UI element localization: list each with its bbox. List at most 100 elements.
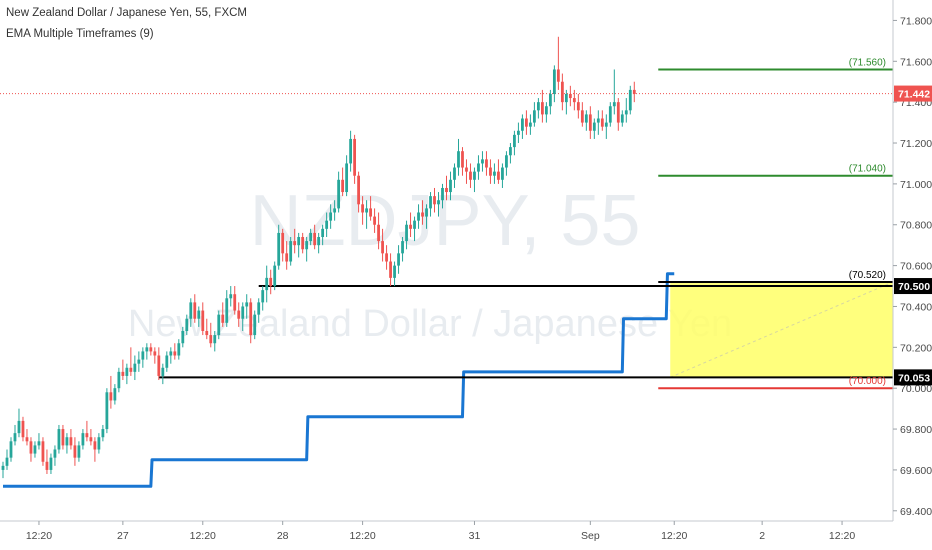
time-axis-background	[0, 521, 932, 550]
candle-body	[129, 367, 133, 372]
candle-body	[309, 232, 313, 242]
candle-body	[317, 237, 321, 246]
candle-body	[181, 330, 185, 344]
last-price-badge-label: 71.442	[898, 89, 930, 101]
candle-body	[620, 114, 624, 123]
time-tick-label: 12:20	[829, 530, 855, 542]
candle-body	[301, 237, 305, 250]
candle-body	[341, 179, 345, 193]
candle-body	[249, 302, 253, 336]
candle-body	[325, 220, 329, 229]
candle-body	[568, 93, 572, 99]
candle-body	[429, 196, 432, 209]
candle-body	[521, 118, 524, 131]
candle-body	[85, 433, 89, 438]
level-resistance-badge	[894, 278, 932, 295]
candle-body	[616, 102, 620, 123]
candle-body	[13, 433, 17, 442]
watermark: NZDJPY, 55 New Zealand Dollar / Japanese …	[128, 181, 732, 345]
candle-body	[576, 102, 580, 111]
candle-body	[261, 290, 265, 303]
candle-body	[385, 253, 388, 262]
candle-body	[157, 355, 161, 376]
candle-body	[389, 261, 392, 278]
candle-body	[365, 208, 368, 213]
candle-body	[373, 216, 376, 225]
candle-body	[125, 367, 129, 376]
candles	[1, 36, 636, 479]
candle-body	[9, 441, 13, 458]
candle-body	[73, 445, 77, 458]
candle-body	[381, 241, 384, 254]
candle-body	[469, 171, 472, 180]
candle-body	[141, 351, 145, 360]
candle-body	[357, 175, 360, 205]
candle-body	[505, 155, 508, 168]
price-tick-label: 70.200	[900, 342, 932, 354]
candle-body	[113, 388, 117, 401]
candle-body	[269, 277, 273, 287]
candle-body	[161, 367, 165, 376]
price-tick-label: 70.800	[900, 220, 932, 232]
time-tick-label: 28	[277, 530, 289, 542]
candle-body	[604, 122, 608, 127]
candle-body	[185, 318, 189, 331]
price-tick-label: 69.800	[900, 424, 932, 436]
time-tick-label: 12:20	[190, 530, 216, 542]
candle-body	[305, 241, 309, 250]
candle-body	[517, 130, 520, 135]
candle-body	[361, 204, 364, 213]
candle-body	[465, 167, 468, 172]
price-tick-label: 71.200	[900, 138, 932, 150]
price-tick-label: 71.600	[900, 56, 932, 68]
level-label-entry: (70.520)	[849, 270, 886, 281]
candle-body	[513, 134, 516, 148]
candle-body	[21, 420, 25, 438]
candle-body	[233, 294, 237, 311]
candle-body	[540, 102, 544, 115]
candle-body	[501, 167, 504, 180]
level-resistance-badge-label: 70.500	[898, 281, 930, 293]
candle-body	[564, 93, 568, 103]
candle-body	[473, 171, 476, 180]
candle-body	[477, 163, 480, 172]
candle-body	[189, 302, 193, 319]
candle-body	[109, 392, 113, 401]
candle-body	[25, 437, 29, 442]
candle-body	[493, 171, 496, 176]
candle-body	[277, 232, 281, 266]
price-tick-label: 71.000	[900, 179, 932, 191]
candle-body	[612, 102, 616, 107]
candle-body	[401, 241, 404, 254]
chart-symbol-legend[interactable]: New Zealand Dollar / Japanese Yen, 55, F…	[6, 7, 247, 19]
candle-body	[293, 241, 297, 246]
candle-body	[405, 224, 408, 242]
candle-body	[117, 371, 121, 389]
candle-body	[169, 351, 173, 356]
candle-body	[560, 81, 564, 103]
candle-body	[221, 314, 225, 323]
level-label-target-1: (71.040)	[849, 164, 886, 175]
candle-body	[205, 330, 209, 336]
level-label-target-2: (71.560)	[849, 57, 886, 68]
time-tick-label: 27	[117, 530, 129, 542]
candle-body	[552, 69, 556, 94]
candle-body	[289, 241, 293, 262]
candle-body	[313, 232, 317, 246]
candle-body	[525, 118, 528, 127]
candle-body	[548, 93, 552, 107]
risk-zone-diagonal	[670, 281, 894, 378]
indicator-legend[interactable]: EMA Multiple Timeframes (9)	[6, 28, 154, 40]
candle-body	[197, 310, 201, 319]
candle-body	[5, 457, 9, 466]
candle-body	[29, 441, 33, 454]
level-support-badge	[894, 369, 932, 386]
candle-body	[337, 179, 341, 209]
level-support-badge-label: 70.053	[898, 372, 930, 384]
candle-body	[217, 314, 221, 336]
candle-body	[97, 437, 101, 450]
candle-body	[592, 122, 596, 131]
candle-body	[509, 147, 512, 156]
candle-body	[421, 212, 424, 217]
